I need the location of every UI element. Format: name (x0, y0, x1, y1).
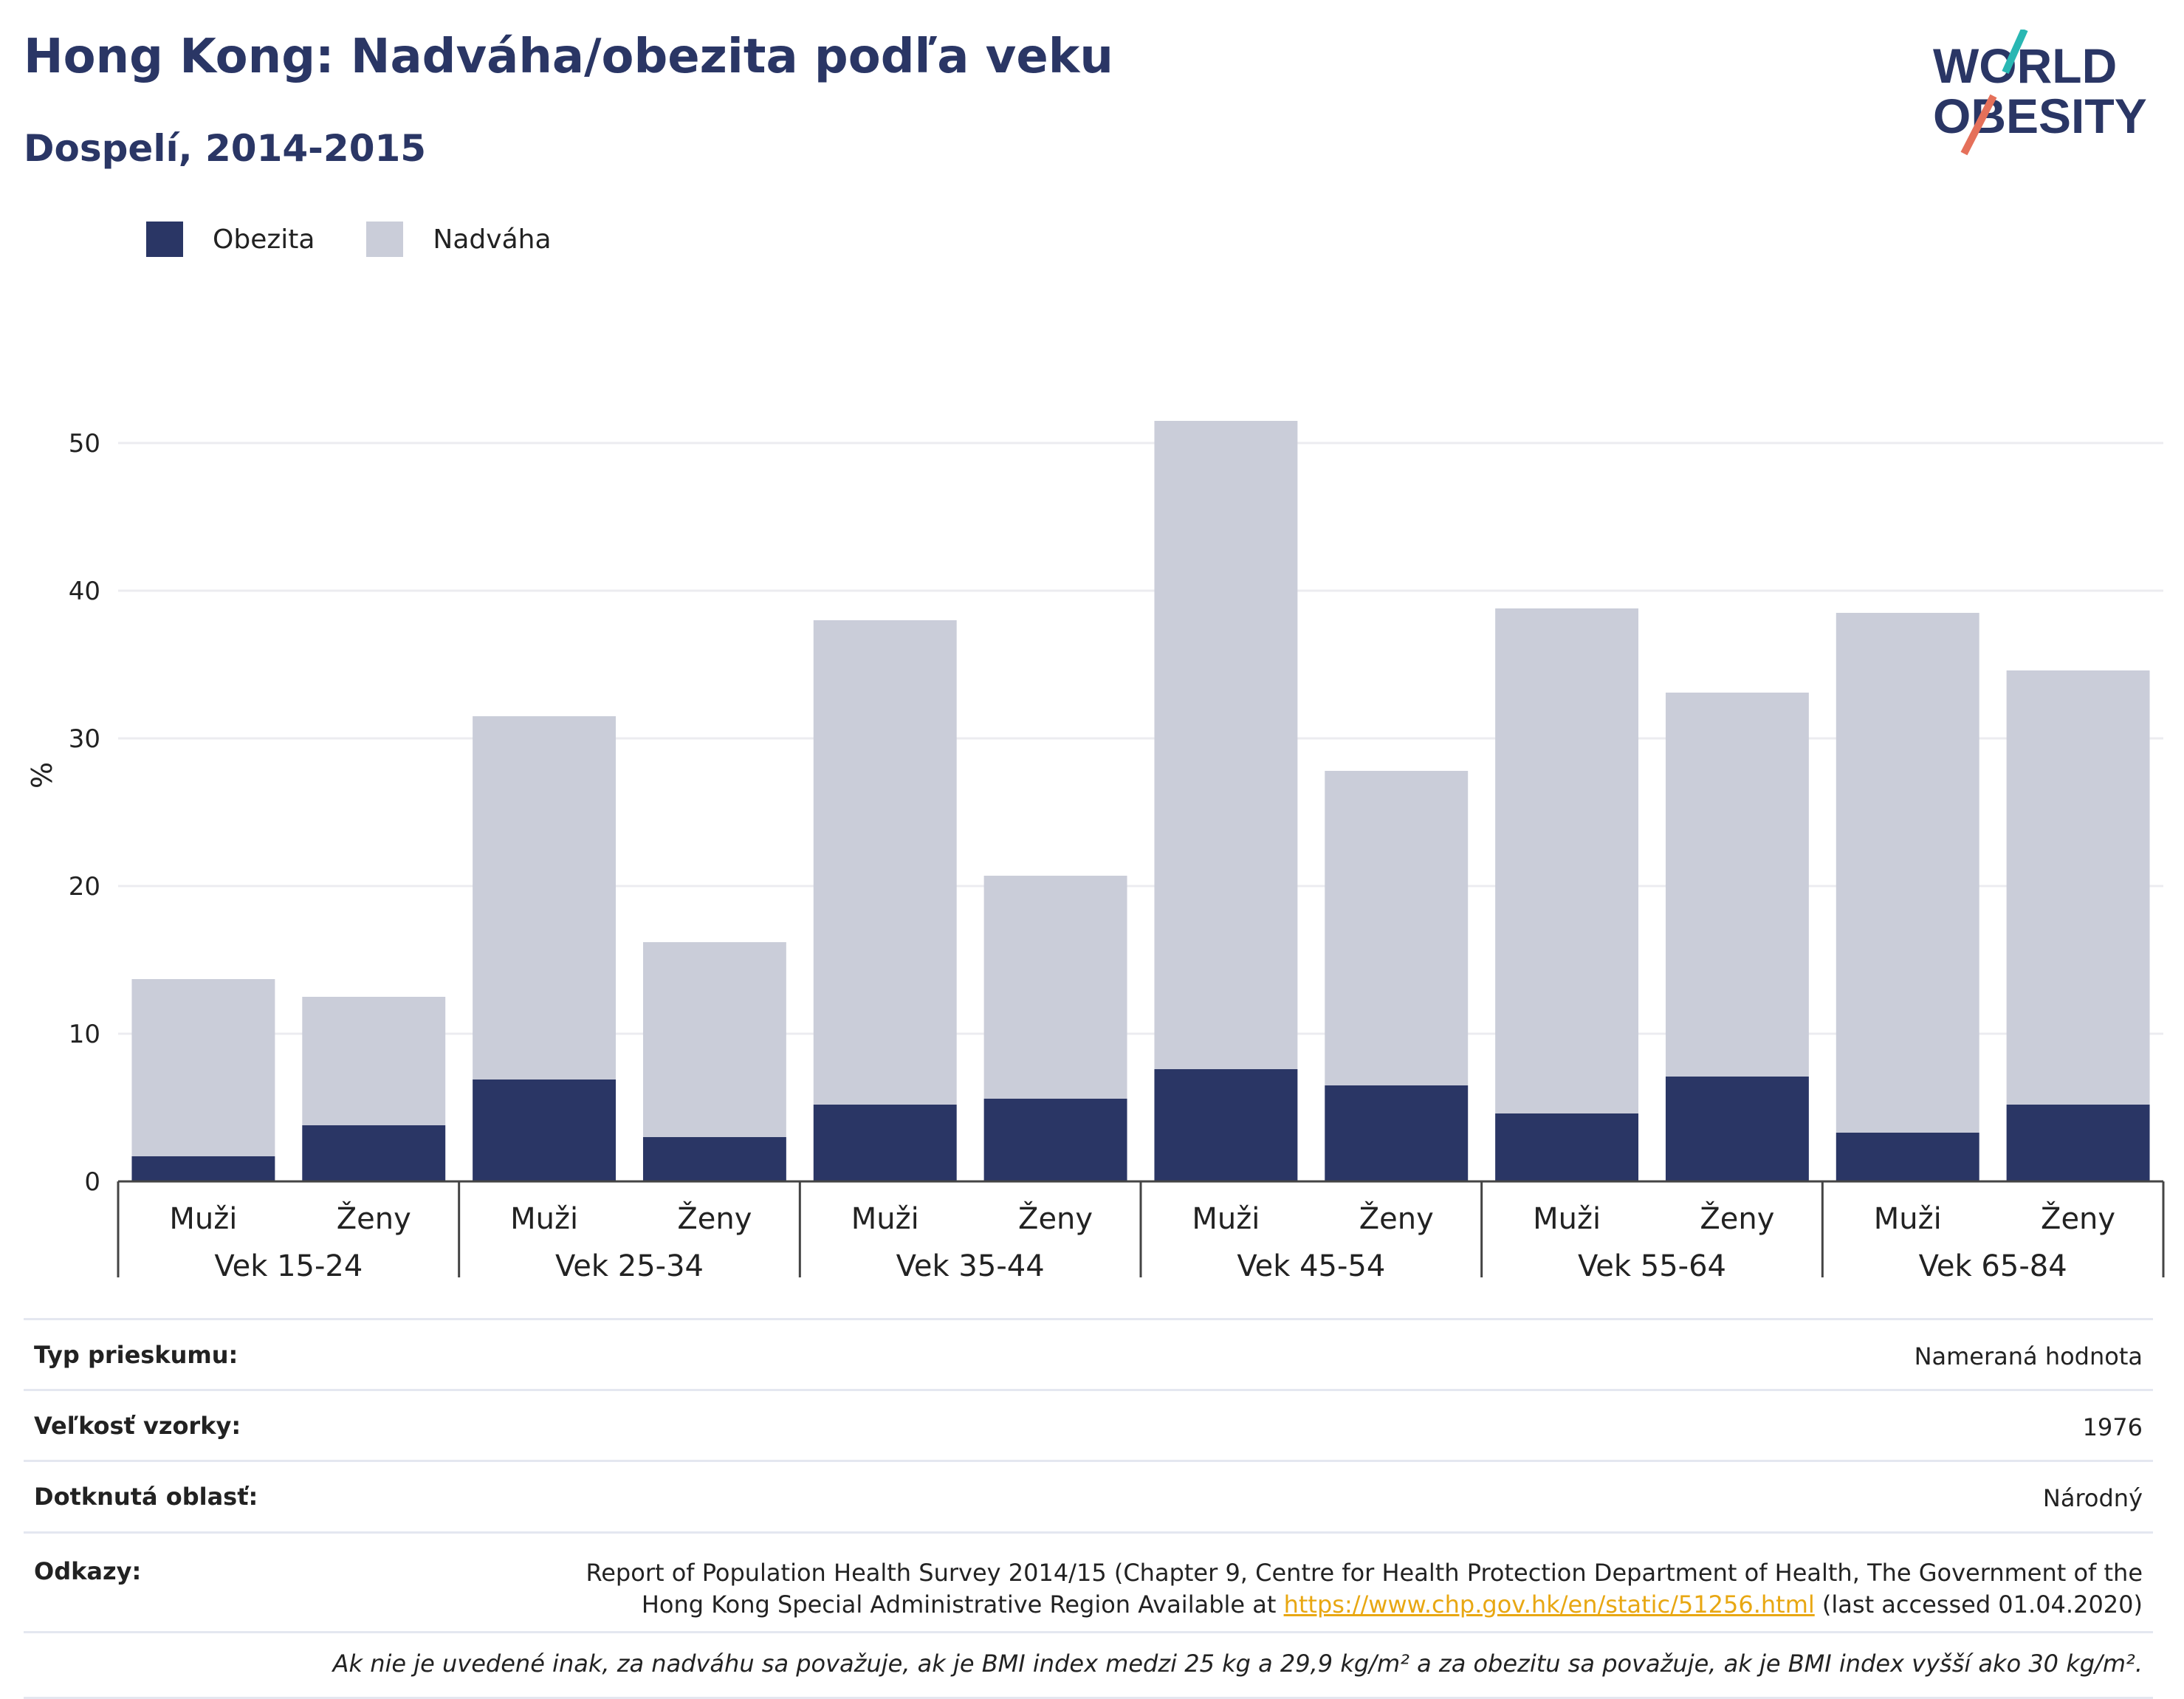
world-obesity-logo: WORLD OBESITY (1933, 30, 2147, 156)
logo-word-2: OBESITY (1933, 89, 2147, 143)
x-subcategory-label: Muži (1874, 1202, 1942, 1236)
bar-nadvaha (642, 942, 786, 1137)
references-text-2: (last accessed 01.04.2020) (1814, 1590, 2143, 1619)
x-subcategory-label: Ženy (337, 1201, 411, 1236)
x-subcategory-label: Muži (1533, 1202, 1601, 1236)
bar-obezita (1836, 1133, 1979, 1181)
x-group-label: Vek 35-44 (896, 1249, 1045, 1283)
page-subtitle: Dospelí, 2014-2015 (24, 127, 427, 170)
bar-nadvaha (813, 620, 957, 1105)
references-label: Odkazy: (34, 1556, 142, 1585)
sample-size-value: 1976 (2082, 1413, 2143, 1442)
y-tick-label: 0 (84, 1167, 100, 1197)
info-row-area: Dotknutá oblasť: Národný (24, 1460, 2153, 1531)
bar-obezita (1154, 1069, 1298, 1181)
bar-obezita (473, 1080, 617, 1181)
bar-nadvaha (131, 979, 275, 1156)
bar-obezita (131, 1156, 275, 1181)
bar-nadvaha (983, 876, 1127, 1099)
area-value: Národný (2042, 1484, 2143, 1513)
x-group-label: Vek 15-24 (214, 1249, 363, 1283)
info-row-sample-size: Veľkosť vzorky: 1976 (24, 1389, 2153, 1460)
bar-obezita (813, 1105, 957, 1181)
x-subcategory-label: Muži (1192, 1202, 1260, 1236)
x-subcategory-label: Ženy (1359, 1201, 1434, 1236)
y-tick-label: 40 (69, 577, 100, 606)
bar-obezita (2006, 1105, 2150, 1181)
info-row-references: Odkazy: Report of Population Health Surv… (24, 1531, 2153, 1631)
references-link[interactable]: https://www.chp.gov.hk/en/static/51256.h… (1283, 1590, 1815, 1619)
survey-type-value: Nameraná hodnota (1914, 1342, 2143, 1370)
area-label: Dotknutá oblasť: (34, 1483, 258, 1511)
x-subcategory-label: Ženy (1018, 1201, 1093, 1236)
bar-obezita (642, 1137, 786, 1181)
info-table: Typ prieskumu: Nameraná hodnota Veľkosť … (24, 1318, 2153, 1699)
info-row-survey-type: Typ prieskumu: Nameraná hodnota (24, 1318, 2153, 1389)
x-subcategory-label: Muži (510, 1202, 578, 1236)
bar-obezita (1665, 1077, 1809, 1181)
logo-teal-stroke (2002, 30, 2028, 75)
x-subcategory-label: Ženy (2041, 1201, 2115, 1236)
bar-nadvaha (1495, 608, 1639, 1113)
legend-item-nadvaha: Nadváha (366, 222, 552, 257)
bar-nadvaha (1836, 613, 1979, 1133)
y-tick-label: 50 (69, 429, 100, 459)
y-tick-label: 30 (69, 724, 100, 754)
bar-nadvaha (1154, 421, 1298, 1069)
definition-note: Ak nie je uvedené inak, za nadváhu sa po… (24, 1630, 2153, 1699)
legend-swatch-nadvaha (366, 222, 404, 257)
page-title: Hong Kong: Nadváha/obezita podľa veku (24, 30, 1113, 84)
legend-label-nadvaha: Nadváha (433, 224, 552, 255)
x-subcategory-label: Ženy (677, 1201, 752, 1236)
x-group-label: Vek 65-84 (1919, 1249, 2067, 1283)
bar-obezita (983, 1099, 1127, 1181)
sample-size-label: Veľkosť vzorky: (34, 1412, 241, 1441)
logo-coral-stroke (1960, 94, 1997, 156)
x-subcategory-label: Muži (851, 1202, 919, 1236)
x-group-label: Vek 25-34 (555, 1249, 704, 1283)
bar-nadvaha (2006, 670, 2150, 1105)
bar-nadvaha (473, 716, 617, 1080)
legend-label-obezita: Obezita (213, 224, 315, 255)
legend-item-obezita: Obezita (146, 222, 315, 257)
y-tick-label: 10 (69, 1020, 100, 1049)
logo-word-1: WORLD (1933, 38, 2117, 93)
x-group-label: Vek 45-54 (1237, 1249, 1385, 1283)
chart-legend: Obezita Nadváha (146, 222, 603, 257)
survey-type-label: Typ prieskumu: (34, 1341, 238, 1369)
bar-obezita (1495, 1113, 1639, 1181)
bar-nadvaha (302, 997, 446, 1125)
bar-nadvaha (1665, 693, 1809, 1077)
references-value: Report of Population Health Survey 2014/… (518, 1557, 2143, 1621)
y-tick-label: 20 (69, 872, 100, 902)
bar-nadvaha (1325, 771, 1469, 1085)
x-subcategory-label: Muži (169, 1202, 237, 1236)
bar-obezita (302, 1125, 446, 1181)
references-text-1: Report of Population Health Survey 2014/… (586, 1558, 2143, 1619)
x-group-label: Vek 55-64 (1578, 1249, 1726, 1283)
y-axis-label: % (26, 762, 58, 789)
bar-chart: 0 10 20 30 40 50% Muži Ženy Muži Ženy Muži Ženy Muži… (26, 421, 2165, 1283)
legend-swatch-obezita (146, 222, 183, 257)
x-subcategory-label: Ženy (1700, 1201, 1774, 1236)
bar-obezita (1325, 1085, 1469, 1181)
